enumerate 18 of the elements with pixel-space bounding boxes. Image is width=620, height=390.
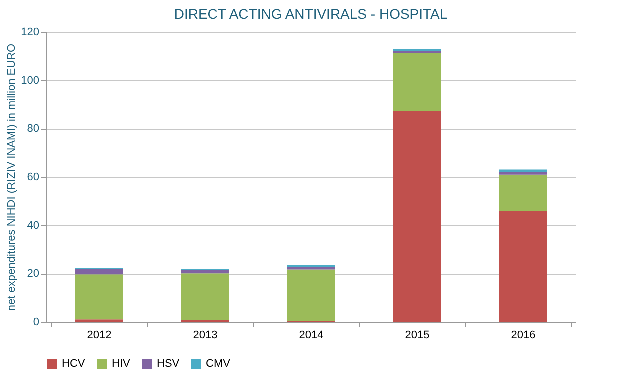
legend-label: HCV bbox=[62, 358, 86, 370]
y-tick-label: 20 bbox=[27, 268, 40, 280]
y-axis-title: net expenditures NIHDI (RIZIV INAMI) in million EURO bbox=[6, 44, 18, 312]
y-tick-label: 0 bbox=[33, 316, 40, 328]
legend-label: CMV bbox=[206, 358, 232, 370]
x-tick-label: 2014 bbox=[299, 330, 324, 342]
y-tick-label: 80 bbox=[27, 123, 40, 136]
chart-title: DIRECT ACTING ANTIVIRALS - HOSPITAL bbox=[174, 6, 448, 22]
y-tick-label: 40 bbox=[27, 220, 40, 232]
y-tick-label: 100 bbox=[21, 74, 40, 87]
x-tick-label: 2015 bbox=[405, 330, 430, 342]
x-tick-label: 2013 bbox=[193, 330, 218, 342]
legend-label: HSV bbox=[157, 358, 180, 370]
x-tick-label: 2012 bbox=[87, 330, 112, 342]
legend-label: HIV bbox=[112, 358, 131, 370]
y-tick-label: 60 bbox=[27, 172, 40, 184]
x-tick-label: 2016 bbox=[511, 330, 536, 342]
y-tick-label: 120 bbox=[21, 26, 40, 38]
